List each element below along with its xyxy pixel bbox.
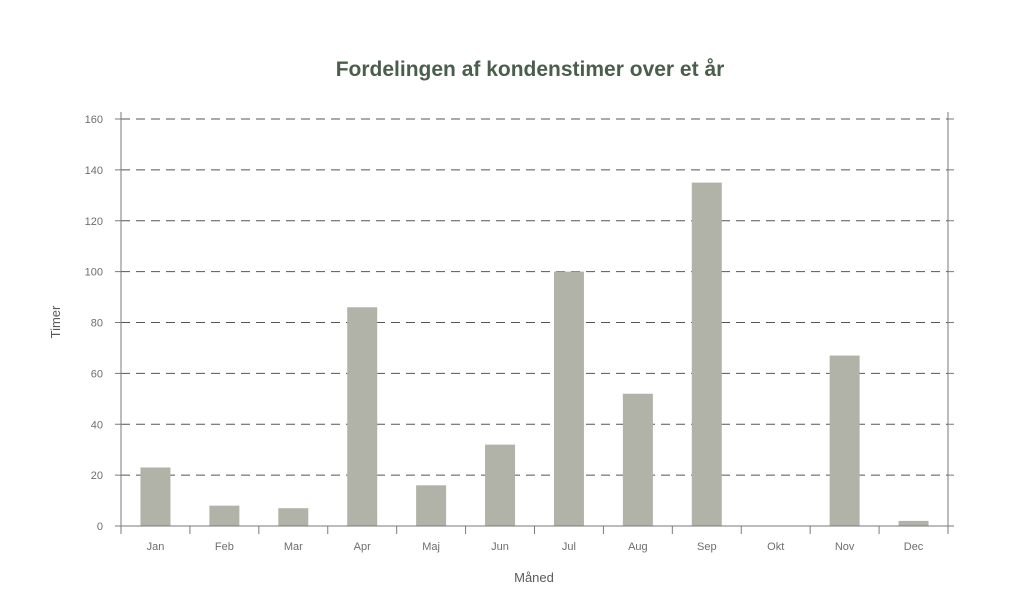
bar-maj (416, 485, 447, 526)
x-tick-label: Jan (147, 541, 165, 553)
x-tick-label: Jun (491, 541, 509, 553)
x-tick-label: Apr (354, 541, 371, 553)
y-tick-label: 80 (91, 318, 103, 330)
y-tick-label: 60 (91, 368, 103, 380)
x-tick-label: Jul (562, 541, 576, 553)
bars (140, 182, 929, 526)
y-axis-label: Timer (48, 305, 63, 338)
x-axis-label: Måned (514, 570, 554, 585)
bar-sep (691, 182, 722, 526)
x-tick-label: Sep (697, 541, 717, 553)
y-tick-label: 20 (91, 470, 103, 482)
x-tick-label: Maj (422, 541, 440, 553)
x-tick-labels: Jan Feb Mar Apr Maj Jun Jul Aug Sep Okt Nov Dec (147, 541, 924, 553)
bar-mar (278, 508, 309, 526)
x-tick-label: Okt (767, 541, 784, 553)
bar-nov (829, 355, 860, 526)
x-tick-label: Aug (628, 541, 648, 553)
y-tick-label: 140 (85, 165, 103, 177)
x-tick-label: Dec (904, 541, 924, 553)
bar-jul (553, 271, 584, 526)
bar-jan (140, 467, 171, 526)
y-tick-label: 120 (85, 216, 103, 228)
bar-jun (485, 444, 516, 526)
bar-apr (347, 307, 378, 526)
x-tick-label: Mar (284, 541, 303, 553)
bar-feb (209, 505, 240, 526)
x-tick-label: Feb (215, 541, 234, 553)
bar-dec (898, 520, 929, 526)
gridlines (121, 118, 948, 476)
bar-aug (622, 393, 653, 526)
axes (115, 112, 954, 534)
chart-title: Fordelingen af kondenstimer over et år (335, 58, 725, 81)
y-tick-label: 40 (91, 419, 103, 431)
y-tick-labels: 0 20 40 60 80 100 120 140 160 (85, 114, 103, 533)
y-tick-label: 100 (85, 267, 103, 279)
y-tick-label: 160 (85, 114, 103, 126)
y-tick-label: 0 (97, 521, 103, 533)
x-tick-label: Nov (835, 541, 855, 553)
